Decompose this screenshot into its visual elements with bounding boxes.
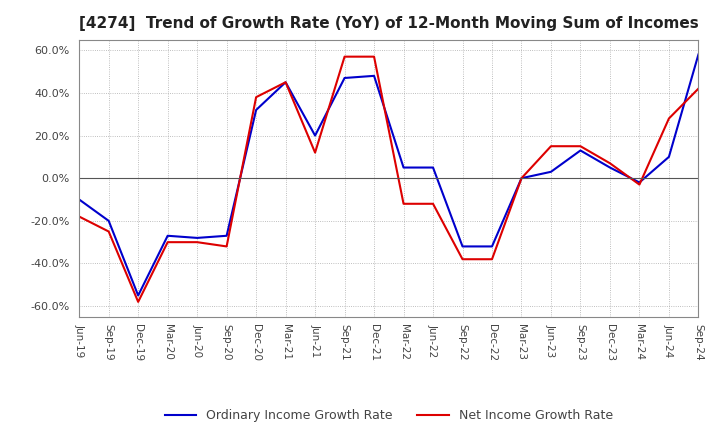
- Net Income Growth Rate: [75, 214, 84, 219]
- Net Income Growth Rate: [458, 257, 467, 262]
- Ordinary Income Growth Rate: [665, 154, 673, 160]
- Ordinary Income Growth Rate: [606, 165, 614, 170]
- Title: [4274]  Trend of Growth Rate (YoY) of 12-Month Moving Sum of Incomes: [4274] Trend of Growth Rate (YoY) of 12-…: [79, 16, 698, 32]
- Net Income Growth Rate: [606, 161, 614, 166]
- Net Income Growth Rate: [399, 201, 408, 206]
- Ordinary Income Growth Rate: [399, 165, 408, 170]
- Ordinary Income Growth Rate: [635, 180, 644, 185]
- Net Income Growth Rate: [282, 80, 290, 85]
- Ordinary Income Growth Rate: [75, 197, 84, 202]
- Net Income Growth Rate: [370, 54, 379, 59]
- Net Income Growth Rate: [134, 299, 143, 304]
- Net Income Growth Rate: [635, 182, 644, 187]
- Ordinary Income Growth Rate: [252, 107, 261, 113]
- Ordinary Income Growth Rate: [341, 75, 349, 81]
- Net Income Growth Rate: [487, 257, 496, 262]
- Ordinary Income Growth Rate: [546, 169, 555, 174]
- Ordinary Income Growth Rate: [104, 218, 113, 224]
- Ordinary Income Growth Rate: [370, 73, 379, 78]
- Ordinary Income Growth Rate: [487, 244, 496, 249]
- Net Income Growth Rate: [576, 143, 585, 149]
- Ordinary Income Growth Rate: [193, 235, 202, 241]
- Net Income Growth Rate: [311, 150, 320, 155]
- Net Income Growth Rate: [517, 176, 526, 181]
- Net Income Growth Rate: [665, 116, 673, 121]
- Net Income Growth Rate: [546, 143, 555, 149]
- Ordinary Income Growth Rate: [458, 244, 467, 249]
- Net Income Growth Rate: [163, 239, 172, 245]
- Net Income Growth Rate: [193, 239, 202, 245]
- Ordinary Income Growth Rate: [134, 293, 143, 298]
- Line: Net Income Growth Rate: Net Income Growth Rate: [79, 57, 698, 302]
- Legend: Ordinary Income Growth Rate, Net Income Growth Rate: Ordinary Income Growth Rate, Net Income …: [160, 404, 618, 427]
- Ordinary Income Growth Rate: [428, 165, 437, 170]
- Net Income Growth Rate: [252, 95, 261, 100]
- Net Income Growth Rate: [104, 229, 113, 234]
- Net Income Growth Rate: [428, 201, 437, 206]
- Net Income Growth Rate: [222, 244, 231, 249]
- Net Income Growth Rate: [341, 54, 349, 59]
- Ordinary Income Growth Rate: [517, 176, 526, 181]
- Ordinary Income Growth Rate: [163, 233, 172, 238]
- Ordinary Income Growth Rate: [282, 80, 290, 85]
- Line: Ordinary Income Growth Rate: Ordinary Income Growth Rate: [79, 55, 698, 296]
- Ordinary Income Growth Rate: [311, 133, 320, 138]
- Net Income Growth Rate: [694, 86, 703, 91]
- Ordinary Income Growth Rate: [222, 233, 231, 238]
- Ordinary Income Growth Rate: [576, 148, 585, 153]
- Ordinary Income Growth Rate: [694, 52, 703, 57]
